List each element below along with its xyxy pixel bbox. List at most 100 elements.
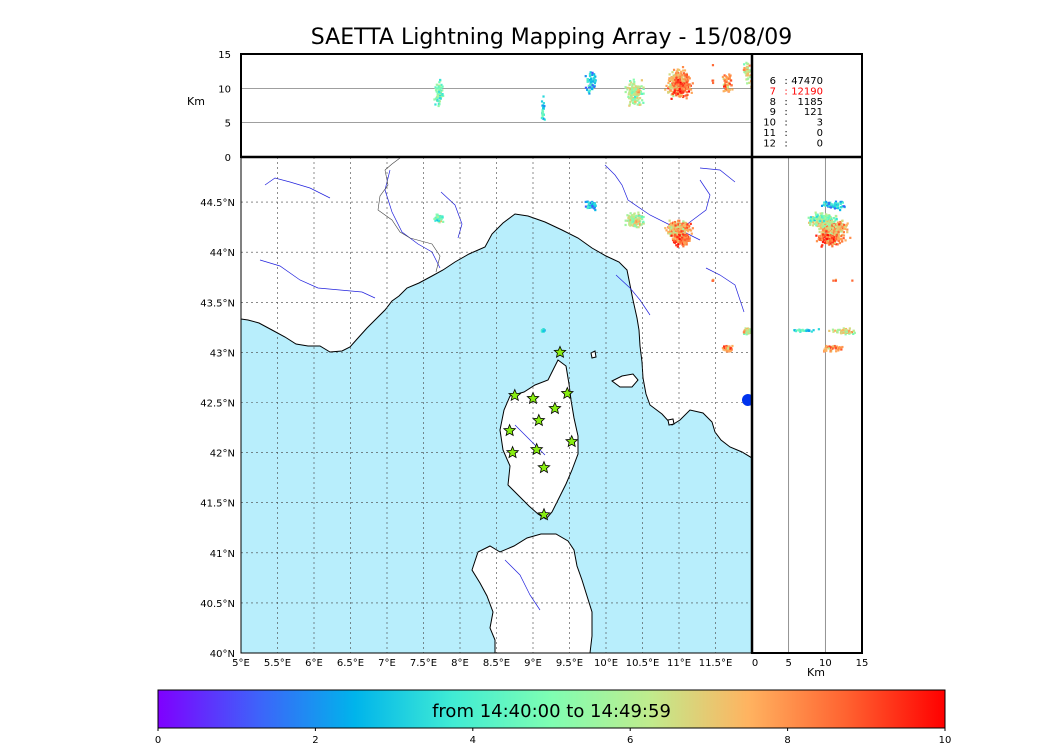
source-point [593,81,596,85]
source-point [588,78,591,82]
source-point [642,86,645,89]
source-point [686,229,689,232]
source-point [682,69,685,72]
lightning-sources-plan [433,200,752,353]
source-point [435,83,438,86]
source-point [676,84,679,87]
source-point [590,77,593,80]
source-point [824,221,827,224]
source-point [668,77,671,80]
source-point [820,223,823,226]
source-point [628,103,632,106]
source-point [833,207,837,210]
source-point [630,81,633,84]
source-point [839,220,842,224]
source-point [723,345,726,348]
source-point [642,220,645,223]
source-point [638,85,641,89]
source-point [681,233,685,236]
source-point [683,78,686,82]
source-point [668,86,672,89]
count-value: 12190 [791,86,823,97]
source-point [683,77,687,80]
lon-tick-label: 6°E [305,658,323,669]
source-point [688,77,691,80]
source-point [438,96,442,100]
source-point [686,224,689,227]
source-point [675,76,678,80]
source-point [722,83,725,86]
source-point [593,207,596,210]
source-point [829,242,832,245]
source-point [671,229,675,232]
source-point [672,230,675,233]
source-point [438,89,441,92]
source-point [818,230,821,234]
source-point [837,227,840,230]
source-point [827,347,831,350]
source-point [826,221,829,224]
source-point [841,225,844,228]
source-point [826,222,829,225]
source-point [677,83,681,87]
source-point [681,94,684,98]
source-point [684,235,687,238]
source-point [829,234,832,237]
source-point [631,98,635,101]
source-point [668,223,672,226]
source-point [629,100,632,104]
source-point [747,74,750,77]
source-point [826,232,829,235]
source-point [675,233,679,236]
source-point [841,220,844,223]
source-point [624,223,627,227]
source-point [541,114,544,118]
source-point [828,345,831,348]
source-point [632,88,636,91]
source-point [832,279,835,282]
source-point [632,213,636,216]
source-point [721,75,725,79]
colorbar-tick-label: 8 [784,735,790,746]
source-point [634,95,637,99]
source-point [667,91,670,94]
source-point [831,219,834,222]
source-point [818,238,821,241]
source-point [818,215,822,218]
source-point [829,206,833,209]
count-value: 3 [817,118,823,129]
source-point [847,331,850,334]
source-point [844,225,847,228]
source-point [632,96,635,99]
source-point [438,94,442,97]
source-point [441,93,444,96]
source-point [746,78,749,81]
source-point [634,215,638,218]
colorbar [157,689,946,729]
source-point [746,327,750,330]
source-point [436,215,439,218]
source-point [830,347,833,351]
source-point [813,222,816,226]
source-point [825,215,829,218]
source-point [820,226,823,229]
source-point [839,200,842,204]
lon-tick-label: 11.5°E [699,658,733,669]
source-point [588,86,592,89]
lat-tick-label: 40°N [210,649,235,660]
source-point [436,218,439,222]
count-value: 47470 [791,76,823,87]
source-point [746,70,749,73]
source-point [633,225,636,228]
source-point [676,225,679,228]
source-point [684,85,687,88]
source-point [810,330,813,333]
source-point [691,82,694,85]
source-point [841,205,844,208]
source-point [590,87,594,90]
source-point [839,208,842,212]
source-point [541,109,544,112]
lon-tick-label: 10°E [594,658,618,669]
source-point [673,84,676,87]
source-point [637,93,640,97]
